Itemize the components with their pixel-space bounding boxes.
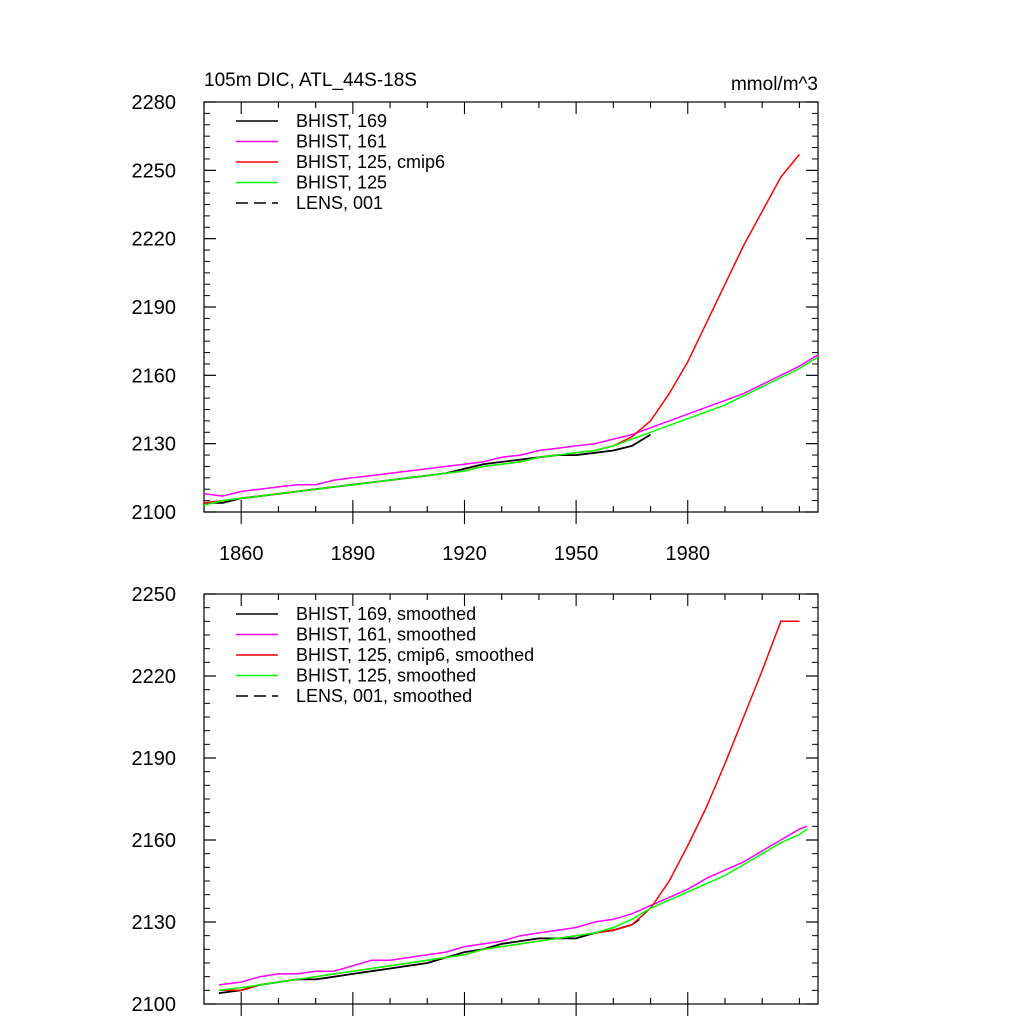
bottom-axes: 2100 2130 2160 2190 2220 2250: [132, 584, 819, 1016]
y-tick-label: 2100: [132, 994, 177, 1016]
legend-label: BHIST, 169, smoothed: [296, 604, 476, 624]
y-tick-label: 2190: [132, 748, 177, 770]
x-tick-label: 1890: [331, 543, 376, 565]
legend-label: BHIST, 169: [296, 111, 387, 131]
x-tick-label: 1920: [442, 543, 487, 565]
legend-label: BHIST, 125, cmip6: [296, 152, 445, 172]
top-axes: 2100 2130 2160 2190 2220 2250 2280 1860 1890 1920…: [132, 92, 819, 565]
y-tick-label: 2250: [132, 160, 177, 182]
legend-label: BHIST, 125, cmip6, smoothed: [296, 645, 534, 665]
series-line-2: [203, 153, 800, 504]
legend-label: BHIST, 125: [296, 173, 387, 193]
y-tick-label: 2160: [132, 365, 177, 387]
y-tick-label: 2130: [132, 912, 177, 934]
top-series-group: [203, 153, 819, 506]
chart-title: 105m DIC, ATL_44S-18S: [204, 70, 417, 91]
legend-label: BHIST, 161, smoothed: [296, 625, 476, 645]
legend-label: LENS, 001, smoothed: [296, 686, 472, 706]
y-tick-label: 2280: [132, 92, 177, 114]
y-tick-label: 2220: [132, 666, 177, 688]
units-label: mmol/m^3: [731, 74, 818, 95]
y-tick-label: 2160: [132, 830, 177, 852]
top-panel: 105m DIC, ATL_44S-18S mmol/m^3 210021302…: [132, 70, 819, 565]
bottom-series-group: [218, 620, 808, 994]
legend-label: LENS, 001: [296, 193, 383, 213]
series-line-3: [203, 356, 819, 506]
bottom-panel: 2100 2130 2160 2190 2220 2250 BHIST, 169, smo…: [132, 584, 819, 1016]
y-tick-label: 2100: [132, 502, 177, 524]
series-line-3: [218, 828, 808, 992]
y-tick-label: 2190: [132, 297, 177, 319]
y-tick-label: 2250: [132, 584, 177, 606]
series-line-1: [218, 825, 808, 986]
legend-label: BHIST, 125, smoothed: [296, 666, 476, 686]
legend-label: BHIST, 161: [296, 132, 387, 152]
x-tick-label: 1950: [554, 543, 599, 565]
x-tick-label: 1860: [219, 543, 264, 565]
x-tick-label: 1980: [666, 543, 711, 565]
y-tick-label: 2130: [132, 434, 177, 456]
series-line-1: [203, 354, 819, 497]
y-tick-label: 2220: [132, 229, 177, 251]
